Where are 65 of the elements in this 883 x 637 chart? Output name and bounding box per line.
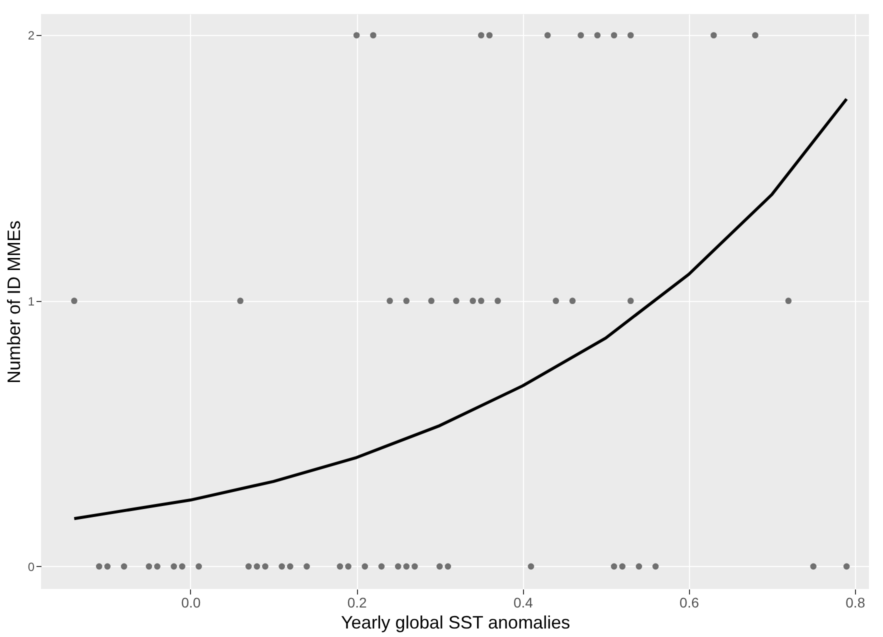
point (785, 298, 792, 304)
point (362, 563, 368, 570)
point (304, 563, 310, 570)
point (353, 32, 360, 38)
point (810, 563, 817, 570)
point (619, 563, 626, 570)
point (486, 32, 493, 38)
point (146, 563, 152, 570)
point (710, 32, 717, 38)
y-tick-label: 2 (28, 28, 35, 43)
point (544, 32, 551, 38)
point (594, 32, 601, 38)
point (254, 563, 260, 570)
x-tick-label: 0.2 (347, 594, 368, 610)
point (552, 298, 560, 304)
point (436, 563, 443, 570)
point (578, 32, 584, 38)
point (610, 563, 618, 570)
x-tick-label: 0.4 (513, 594, 534, 610)
x-tick-label: 0.8 (846, 594, 866, 610)
point (470, 298, 476, 304)
point (336, 563, 344, 570)
point (478, 298, 484, 304)
point (96, 563, 102, 570)
point (428, 298, 434, 304)
point (636, 563, 642, 570)
point (394, 563, 402, 570)
point (179, 563, 186, 570)
point (528, 563, 534, 570)
y-tick-label: 1 (28, 294, 35, 308)
point (627, 298, 634, 304)
point (278, 563, 286, 570)
point (71, 298, 78, 304)
x-axis-title: Yearly global SST anomalies (340, 612, 570, 632)
point (652, 563, 659, 570)
point (154, 563, 160, 570)
line-series (72, 97, 848, 520)
point (196, 563, 202, 570)
point (478, 32, 484, 38)
point (453, 298, 460, 304)
point (262, 563, 268, 570)
point (569, 298, 576, 304)
point (170, 563, 178, 570)
y-tick-label: 0 (28, 560, 35, 574)
point (386, 298, 393, 304)
point (245, 563, 252, 570)
point (403, 298, 410, 304)
x-tick-label: 0.6 (680, 594, 700, 610)
point (104, 563, 111, 570)
point (345, 563, 352, 570)
point (610, 32, 618, 38)
point (752, 32, 758, 38)
point (494, 298, 501, 304)
point (444, 563, 452, 570)
point (843, 563, 850, 570)
point (403, 563, 410, 570)
point (378, 563, 385, 570)
x-tick-label: 0.0 (181, 594, 201, 610)
point (286, 563, 294, 570)
point (627, 32, 634, 38)
point (412, 563, 418, 570)
point (120, 563, 128, 570)
point (370, 32, 376, 38)
point (237, 298, 244, 304)
y-axis-title: Number of ID MMEs (4, 220, 24, 384)
